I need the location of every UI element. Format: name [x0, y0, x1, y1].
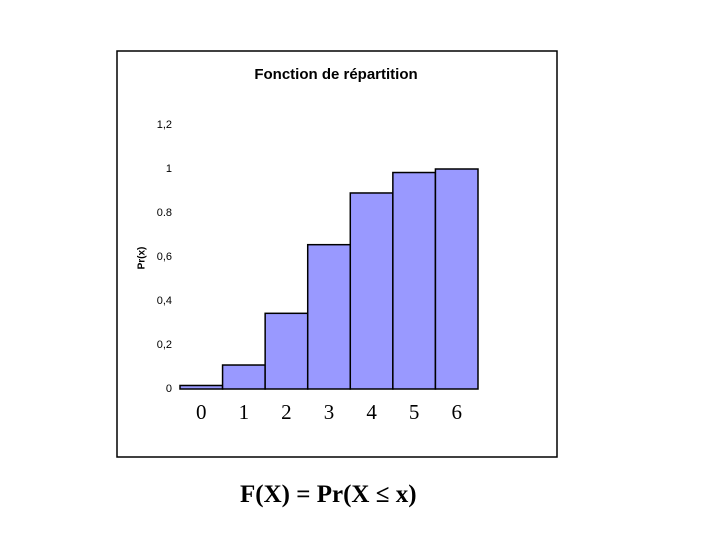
y-tick-label: 0,4 — [157, 295, 172, 307]
x-tick-label: 3 — [324, 400, 335, 424]
chart-title: Fonction de répartition — [254, 66, 417, 83]
x-tick-label: 1 — [239, 400, 250, 424]
bar — [349, 192, 394, 390]
x-tick-label: 0 — [196, 400, 207, 424]
bar — [392, 171, 437, 390]
bar — [306, 243, 352, 390]
y-axis-label: Pr(x) — [137, 247, 148, 270]
y-tick-label: 1 — [166, 163, 172, 175]
x-tick-label: 4 — [366, 400, 377, 424]
caption: F(X) = Pr(X ≤ x) — [240, 481, 417, 508]
bar — [434, 168, 479, 390]
y-tick-label: 0,6 — [157, 251, 172, 263]
y-tick-label: 0 — [166, 383, 172, 395]
x-tick-label: 2 — [281, 400, 292, 424]
y-tick-label: 0,2 — [157, 339, 172, 351]
y-tick-label: 0.8 — [157, 207, 172, 219]
bar — [221, 364, 266, 390]
x-tick-label: 5 — [409, 400, 420, 424]
bar — [179, 384, 224, 390]
y-tick-label: 1,2 — [157, 119, 172, 131]
bar — [264, 312, 309, 390]
x-tick-label: 6 — [451, 400, 462, 424]
